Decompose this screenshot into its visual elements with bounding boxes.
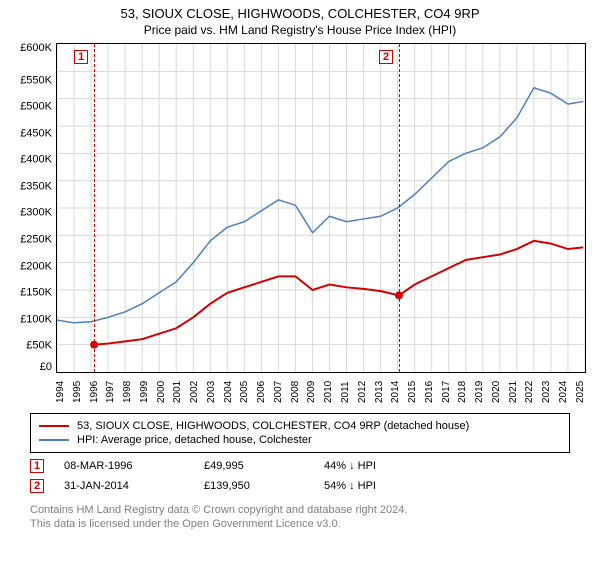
y-tick-label: £0 <box>10 362 52 373</box>
footnote-line-1: Contains HM Land Registry data © Crown c… <box>30 503 570 517</box>
x-tick-label: 2003 <box>207 373 217 403</box>
x-tick-label: 2022 <box>525 373 535 403</box>
y-tick-label: £250K <box>10 235 52 246</box>
event-pct: 54% ↓ HPI <box>324 480 424 492</box>
plot-svg <box>57 44 585 372</box>
x-tick-label: 2005 <box>240 373 250 403</box>
y-tick-label: £400K <box>10 155 52 166</box>
x-tick-label: 2025 <box>576 373 586 403</box>
x-tick-label: 2017 <box>442 373 452 403</box>
y-tick-label: £550K <box>10 75 52 86</box>
x-tick-label: 1999 <box>140 373 150 403</box>
x-tick-label: 2015 <box>408 373 418 403</box>
event-row: 2 31-JAN-2014 £139,950 54% ↓ HPI <box>30 479 570 493</box>
y-axis: £600K £550K £500K £450K £400K £350K £300K £250K… <box>10 43 56 373</box>
footnote: Contains HM Land Registry data © Crown c… <box>30 503 570 532</box>
x-tick-label: 2018 <box>458 373 468 403</box>
legend-row: HPI: Average price, detached house, Colc… <box>39 434 561 446</box>
event-marker-badge: 2 <box>379 50 393 64</box>
y-tick-label: £200K <box>10 261 52 272</box>
x-tick-label: 2014 <box>391 373 401 403</box>
x-tick-label: 2008 <box>291 373 301 403</box>
chart-subtitle: Price paid vs. HM Land Registry's House … <box>0 23 600 37</box>
x-tick-label: 2019 <box>475 373 485 403</box>
x-tick-label: 2016 <box>425 373 435 403</box>
x-tick-label: 2021 <box>509 373 519 403</box>
event-pct: 44% ↓ HPI <box>324 460 424 472</box>
event-date: 31-JAN-2014 <box>64 480 184 492</box>
event-row: 1 08-MAR-1996 £49,995 44% ↓ HPI <box>30 459 570 473</box>
x-tick-label: 2000 <box>157 373 167 403</box>
y-tick-label: £450K <box>10 128 52 139</box>
x-tick-label: 2020 <box>492 373 502 403</box>
x-tick-label: 2023 <box>542 373 552 403</box>
y-tick-label: £500K <box>10 102 52 113</box>
x-tick-label: 1998 <box>123 373 133 403</box>
x-tick-label: 2002 <box>190 373 200 403</box>
y-tick-label: £150K <box>10 288 52 299</box>
legend: 53, SIOUX CLOSE, HIGHWOODS, COLCHESTER, … <box>30 413 570 453</box>
event-badge: 1 <box>30 459 44 473</box>
legend-swatch <box>39 425 69 427</box>
y-tick-label: £600K <box>10 43 52 54</box>
event-marker-line <box>94 44 95 372</box>
event-date: 08-MAR-1996 <box>64 460 184 472</box>
event-table: 1 08-MAR-1996 £49,995 44% ↓ HPI 2 31-JAN-2014… <box>30 459 570 493</box>
event-marker-badge: 1 <box>74 50 88 64</box>
x-tick-label: 1995 <box>73 373 83 403</box>
y-tick-label: £100K <box>10 314 52 325</box>
event-badge: 2 <box>30 479 44 493</box>
x-axis: 1994 1995 1996 1997 1998 1999 2000 2001 2002 2003… <box>56 373 586 403</box>
x-tick-label: 2024 <box>559 373 569 403</box>
x-tick-label: 2013 <box>375 373 385 403</box>
x-tick-label: 2006 <box>257 373 267 403</box>
y-tick-label: £350K <box>10 181 52 192</box>
legend-label: 53, SIOUX CLOSE, HIGHWOODS, COLCHESTER, … <box>77 420 469 432</box>
footnote-line-2: This data is licensed under the Open Gov… <box>30 517 570 531</box>
x-tick-label: 2007 <box>274 373 284 403</box>
x-tick-label: 1994 <box>56 373 66 403</box>
x-tick-label: 2001 <box>173 373 183 403</box>
legend-row: 53, SIOUX CLOSE, HIGHWOODS, COLCHESTER, … <box>39 420 561 432</box>
x-tick-label: 2011 <box>341 373 351 403</box>
y-tick-label: £300K <box>10 208 52 219</box>
x-tick-label: 2009 <box>307 373 317 403</box>
event-price: £139,950 <box>204 480 304 492</box>
x-tick-label: 2004 <box>224 373 234 403</box>
event-price: £49,995 <box>204 460 304 472</box>
x-tick-label: 2012 <box>358 373 368 403</box>
y-tick-label: £50K <box>10 341 52 352</box>
event-marker-line <box>399 44 400 372</box>
plot: 12 <box>56 43 586 373</box>
x-tick-label: 1996 <box>90 373 100 403</box>
chart-area: £600K £550K £500K £450K £400K £350K £300K £250K… <box>10 43 590 403</box>
chart-title: 53, SIOUX CLOSE, HIGHWOODS, COLCHESTER, … <box>0 6 600 21</box>
x-tick-label: 2010 <box>324 373 334 403</box>
legend-label: HPI: Average price, detached house, Colc… <box>77 434 312 446</box>
x-tick-label: 1997 <box>106 373 116 403</box>
legend-swatch <box>39 439 69 441</box>
